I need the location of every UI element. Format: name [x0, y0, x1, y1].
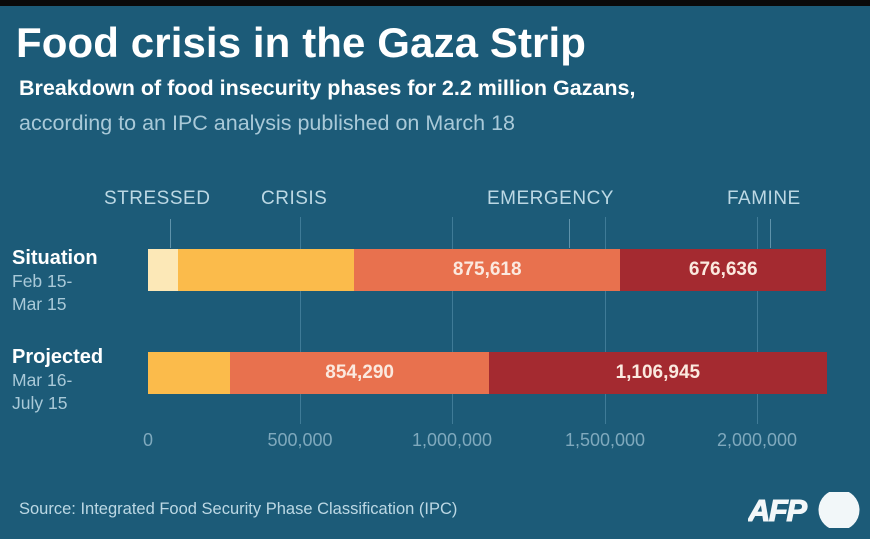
- svg-text:AFP: AFP: [748, 493, 807, 528]
